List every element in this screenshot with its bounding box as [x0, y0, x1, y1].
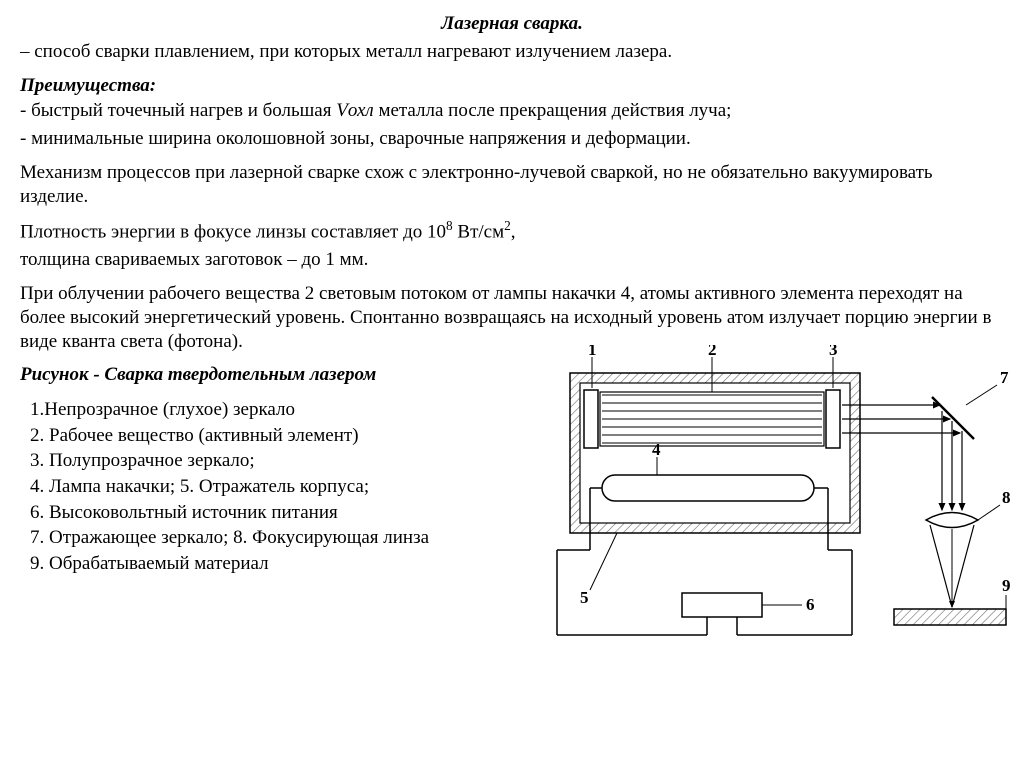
- intro-text: – способ сварки плавлением, при которых …: [20, 40, 1004, 64]
- mechanism-short: Механизм процессов при лазерной сварке с…: [20, 161, 1004, 209]
- adv1-prefix: - быстрый точечный нагрев и большая: [20, 100, 336, 121]
- density-unit-pre: Вт/см: [453, 222, 504, 243]
- laser-diagram: 1 2 3 4 5 6 7 8 9: [522, 345, 1012, 675]
- adv1-suffix: металла после прекращения действия луча;: [374, 100, 732, 121]
- label-6: 6: [806, 595, 815, 614]
- density-unit-exp: 2: [504, 218, 511, 233]
- density-exp: 8: [446, 218, 453, 233]
- label-8: 8: [1002, 488, 1011, 507]
- label-2: 2: [708, 345, 717, 359]
- density-pre: Плотность энергии в фокусе линзы составл…: [20, 222, 446, 243]
- energy-density-line: Плотность энергии в фокусе линзы составл…: [20, 218, 1004, 244]
- label-9: 9: [1002, 576, 1011, 595]
- label-5: 5: [580, 588, 589, 607]
- adv1-var: Vохл: [336, 100, 373, 121]
- advantage-2: - минимальные ширина околошовной зоны, с…: [20, 127, 1004, 151]
- label-7: 7: [1000, 368, 1009, 387]
- advantage-1: - быстрый точечный нагрев и большая Vохл…: [20, 99, 1004, 123]
- label-3: 3: [829, 345, 838, 359]
- label-1: 1: [588, 345, 597, 359]
- label-4: 4: [652, 440, 661, 459]
- page-title: Лазерная сварка.: [20, 12, 1004, 36]
- advantages-heading: Преимущества:: [20, 74, 1004, 98]
- mechanism-long: При облучении рабочего вещества 2 светов…: [20, 282, 1004, 353]
- thickness-line: толщина свариваемых заготовок – до 1 мм.: [20, 248, 1004, 272]
- figure-block: Рисунок - Сварка твердотельным лазером 1…: [20, 363, 1004, 683]
- density-post: ,: [511, 222, 516, 243]
